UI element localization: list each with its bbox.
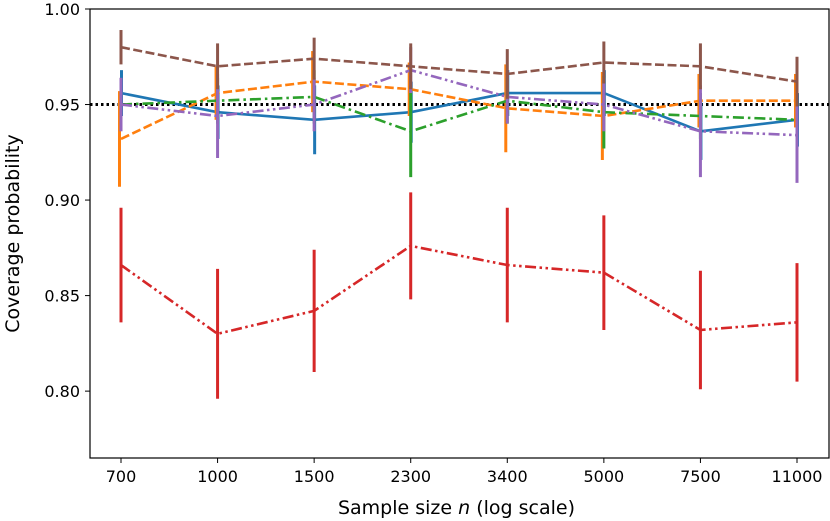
series-red-line bbox=[120, 244, 798, 336]
x-tick-label: 5000 bbox=[583, 467, 624, 486]
series-brown bbox=[119, 30, 799, 107]
series-red bbox=[119, 192, 799, 399]
x-tick-label: 700 bbox=[106, 467, 137, 486]
x-axis-title: Sample size n (log scale) bbox=[338, 497, 575, 519]
plot-marks bbox=[90, 30, 829, 399]
series-green-line bbox=[120, 95, 798, 133]
x-tick-label: 1000 bbox=[197, 467, 238, 486]
series-purple-line bbox=[120, 68, 798, 137]
y-axis-title: Coverage probability bbox=[2, 134, 24, 332]
x-axis-ticks: 700 1000 1500 2300 3400 5000 7500 11000 bbox=[106, 458, 823, 486]
y-axis-ticks: 0.80 0.85 0.90 0.95 1.00 bbox=[44, 0, 90, 401]
x-tick-label: 3400 bbox=[487, 467, 528, 486]
y-tick-label: 1.00 bbox=[44, 0, 80, 19]
series-brown-line bbox=[120, 45, 798, 83]
x-tick-label: 2300 bbox=[390, 467, 431, 486]
series-orange-line bbox=[120, 80, 797, 141]
y-tick-label: 0.90 bbox=[44, 191, 80, 210]
y-tick-label: 0.80 bbox=[44, 382, 80, 401]
series-green bbox=[119, 70, 799, 178]
y-tick-label: 0.95 bbox=[44, 96, 80, 115]
plot-frame bbox=[89, 8, 830, 459]
x-tick-label: 7500 bbox=[680, 467, 721, 486]
x-tick-label: 1500 bbox=[294, 467, 335, 486]
y-tick-label: 0.85 bbox=[44, 287, 80, 306]
x-tick-label: 11000 bbox=[772, 467, 823, 486]
